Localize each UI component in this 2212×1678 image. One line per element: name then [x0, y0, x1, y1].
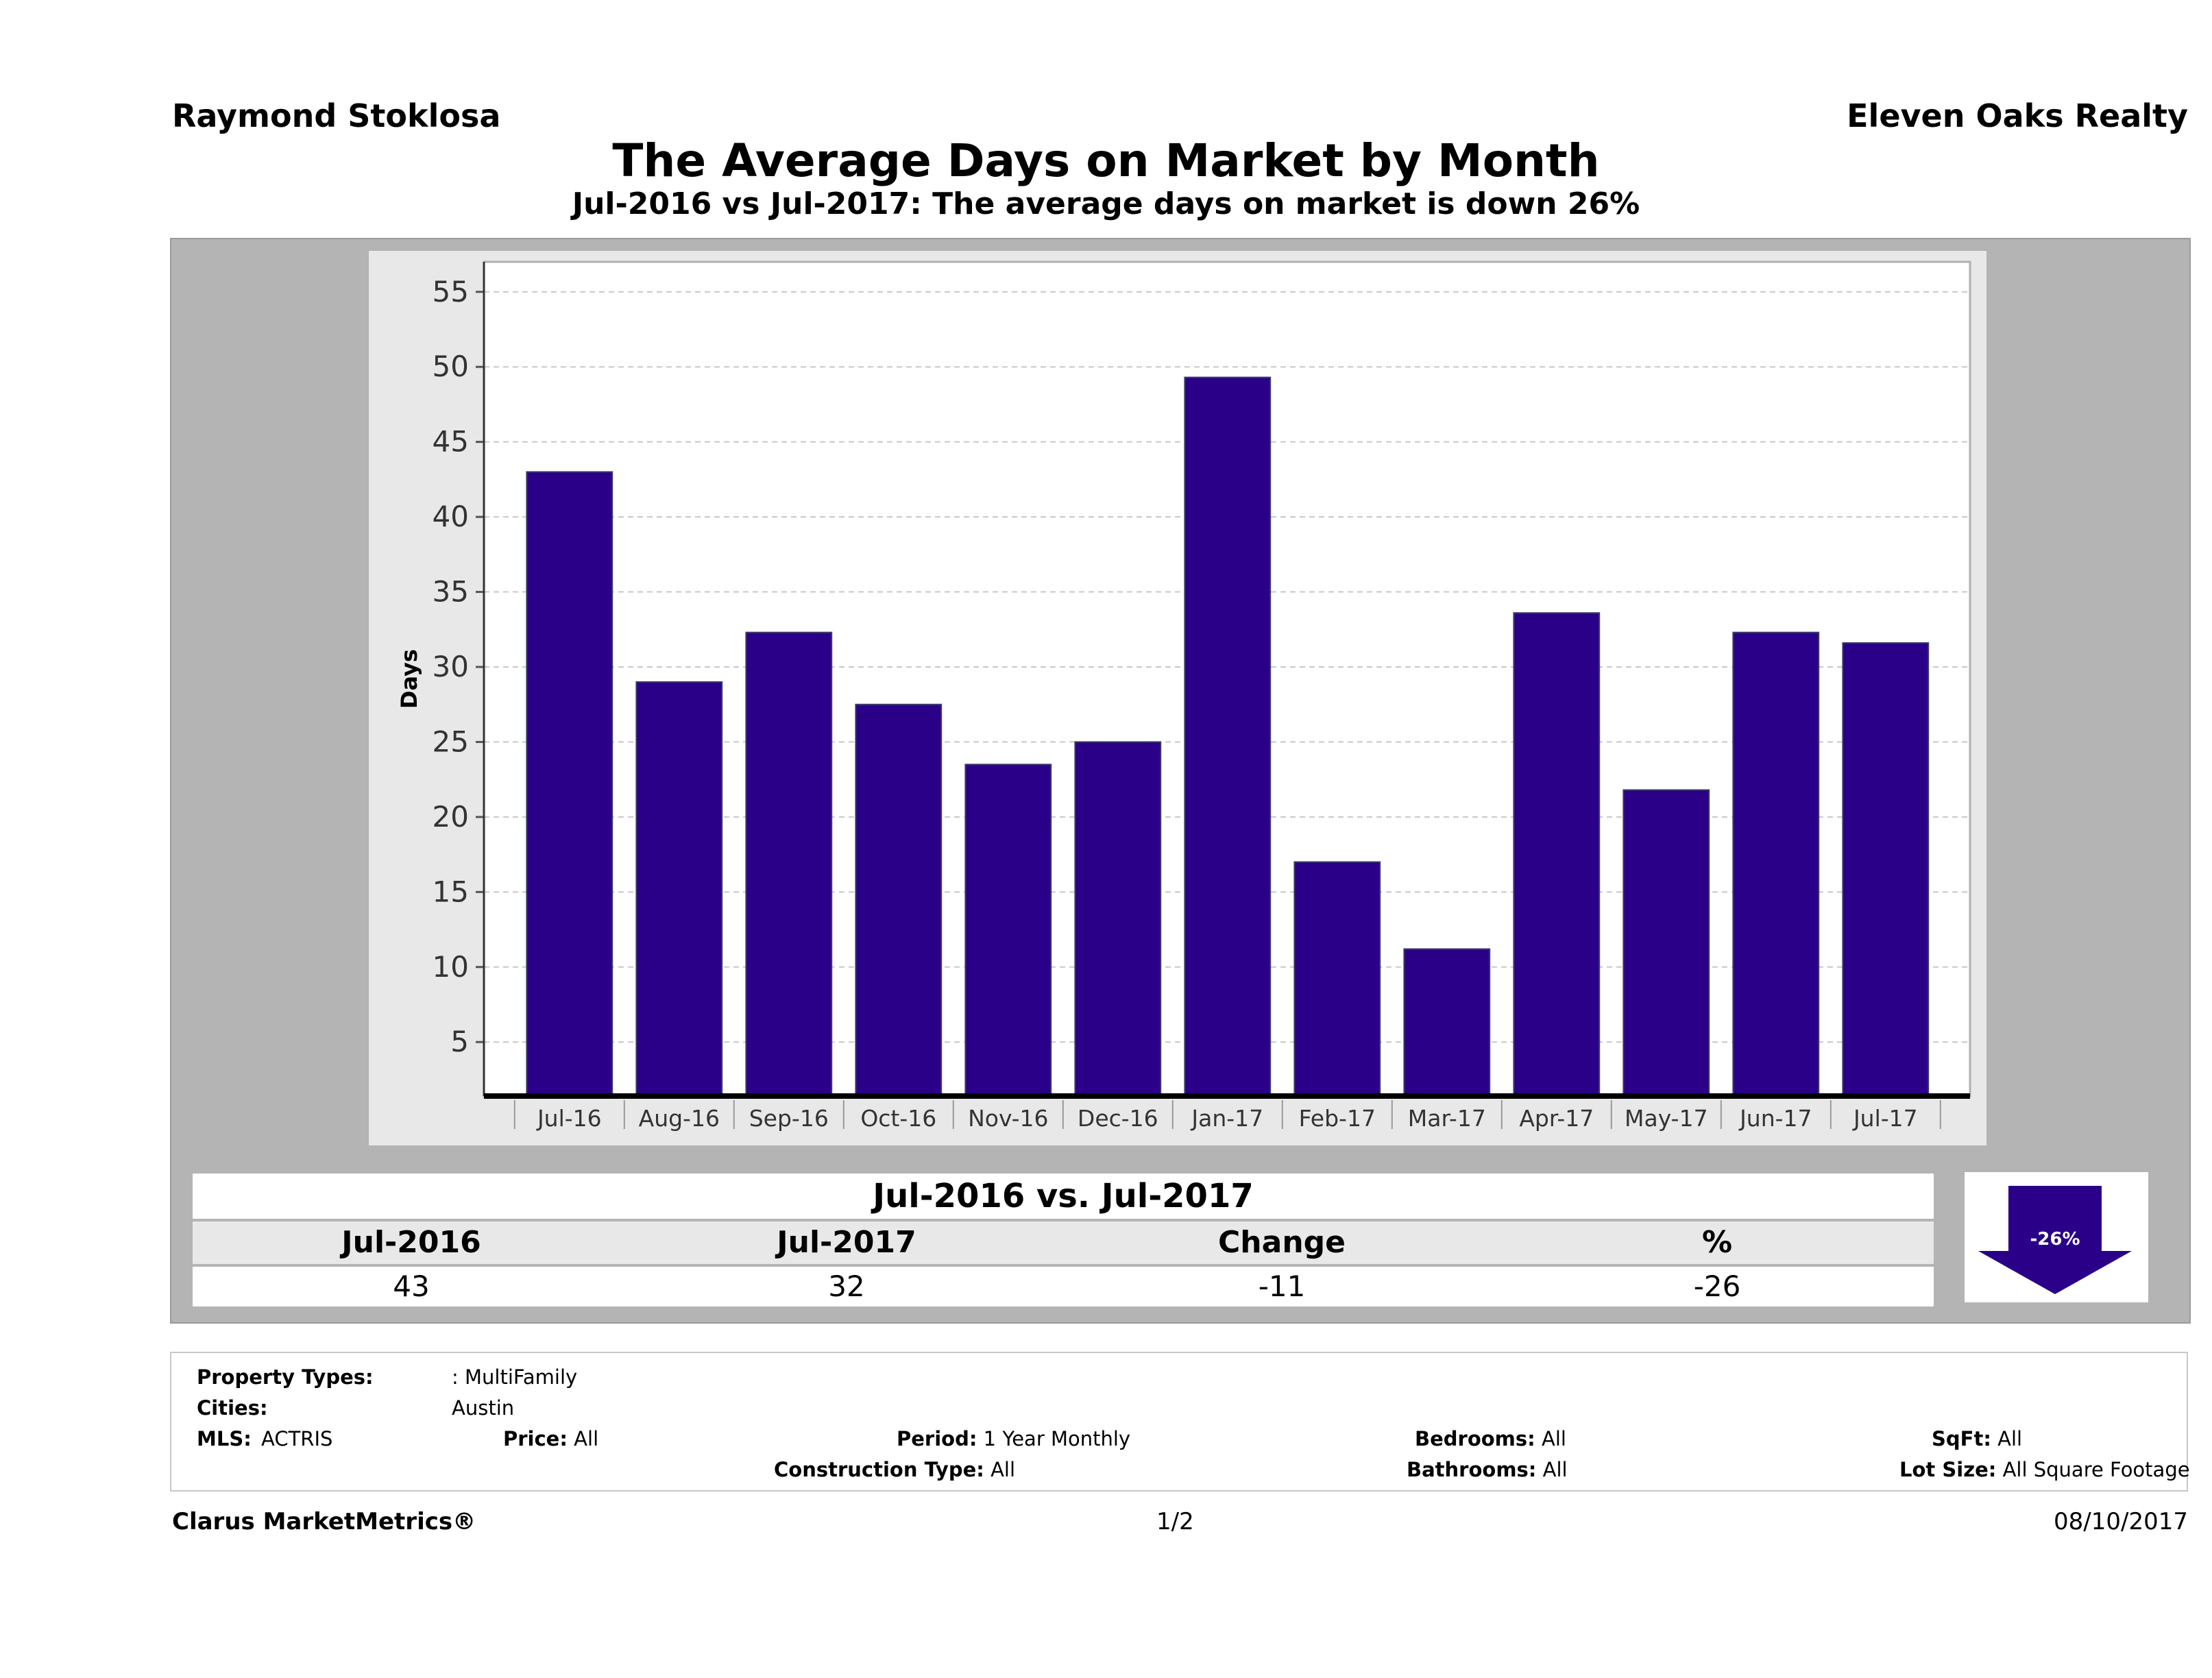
y-tick-label-35: 35 — [433, 575, 469, 609]
filter-sqft-label: SqFt: — [1932, 1427, 1991, 1450]
report-title: The Average Days on Market by Month — [612, 134, 1600, 187]
brokerage-name: Eleven Oaks Realty — [1847, 97, 2188, 134]
agent-name: Raymond Stoklosa — [172, 97, 501, 134]
filter-property-types-label: Property Types: — [197, 1365, 374, 1389]
comparison-header-end: Jul-2017 — [777, 1225, 916, 1260]
comparison-header-row — [193, 1221, 1934, 1264]
comparison-value-end: 32 — [828, 1269, 865, 1303]
bar-Oct-16 — [855, 703, 943, 1097]
change-badge-label: -26% — [2030, 1229, 2080, 1250]
x-tick-label-Feb-17: Feb-17 — [1299, 1105, 1376, 1132]
y-axis-label: Days — [396, 649, 422, 709]
filter-price-value: All — [574, 1427, 599, 1450]
bar-chart: 5 10 15 20 25 30 35 40 45 50 55 Days Jul-16 Aug-16 Sep… — [396, 260, 1971, 1132]
y-tick-label-30: 30 — [433, 650, 469, 683]
bar-Mar-17 — [1403, 948, 1491, 1097]
report-date: 08/10/2017 — [2054, 1508, 2188, 1535]
y-tick-label-5: 5 — [450, 1025, 469, 1058]
filter-bedrooms-value: All — [1541, 1427, 1566, 1450]
x-tick-label-Jun-17: Jun-17 — [1738, 1105, 1812, 1132]
y-tick-label-50: 50 — [433, 350, 469, 383]
bar-Sep-16 — [745, 631, 833, 1097]
bar-May-17 — [1622, 789, 1710, 1097]
y-tick-label-40: 40 — [433, 500, 469, 533]
filter-sqft-value: All — [1997, 1427, 2023, 1450]
filter-bathrooms-value: All — [1542, 1458, 1568, 1481]
filter-property-types: Property Types: — [197, 1365, 374, 1389]
x-tick-label-May-17: May-17 — [1625, 1105, 1708, 1132]
filter-cities-value: Austin — [452, 1396, 515, 1420]
x-tick-label-Jan-17: Jan-17 — [1190, 1105, 1263, 1132]
x-tick-label-Sep-16: Sep-16 — [749, 1105, 829, 1132]
x-tick-label-Mar-17: Mar-17 — [1408, 1105, 1486, 1132]
y-tick-label-15: 15 — [433, 875, 469, 908]
filter-panel — [170, 1352, 2188, 1492]
filter-construction-value: All — [990, 1458, 1016, 1481]
filter-construction-label: Construction Type: — [774, 1458, 984, 1481]
comparison-value-percent: -26 — [1693, 1269, 1741, 1303]
filter-lotsize-value: All Square Footage — [2002, 1458, 2190, 1481]
report-subtitle: Jul-2016 vs Jul-2017: The average days o… — [572, 186, 1640, 221]
x-tick-label-Jul-17: Jul-17 — [1852, 1105, 1918, 1132]
comparison-title-bar — [193, 1174, 1934, 1219]
bar-Aug-16 — [635, 681, 723, 1097]
filter-property-types-value: : MultiFamily — [452, 1365, 578, 1389]
bar-Jan-17 — [1184, 376, 1272, 1097]
bar-Feb-17 — [1293, 861, 1381, 1097]
filter-period-value: 1 Year Monthly — [983, 1427, 1131, 1450]
bar-Dec-16 — [1074, 741, 1162, 1097]
x-tick-label-Jul-16: Jul-16 — [536, 1105, 602, 1132]
filter-price-label: Price: — [503, 1427, 568, 1450]
down-arrow-shape — [1978, 1186, 2132, 1294]
down-arrow-icon: -26% — [1978, 1186, 2132, 1294]
x-tick-label-Aug-16: Aug-16 — [639, 1105, 720, 1132]
bar-Nov-16 — [964, 764, 1052, 1097]
comparison-value-start: 43 — [393, 1269, 430, 1303]
filter-cities: Cities: — [197, 1396, 268, 1420]
filter-bathrooms-label: Bathrooms: — [1407, 1458, 1537, 1481]
y-tick-label-55: 55 — [433, 275, 469, 308]
comparison-value-row — [193, 1267, 1934, 1306]
comparison-header-change: Change — [1218, 1225, 1346, 1260]
x-tick-label-Dec-16: Dec-16 — [1078, 1105, 1158, 1132]
x-tick-label-Oct-16: Oct-16 — [860, 1105, 936, 1132]
bar-Apr-17 — [1513, 612, 1601, 1097]
x-tick-label-Apr-17: Apr-17 — [1519, 1105, 1594, 1132]
filter-lotsize-label: Lot Size: — [1899, 1458, 1997, 1481]
comparison-header-percent: % — [1701, 1225, 1733, 1260]
y-tick-label-25: 25 — [433, 725, 469, 758]
filter-bedrooms-label: Bedrooms: — [1415, 1427, 1535, 1450]
bar-Jun-17 — [1732, 631, 1820, 1097]
comparison-value-change: -11 — [1258, 1269, 1306, 1303]
bar-Jul-16 — [526, 471, 613, 1097]
filter-mls-label: MLS: — [197, 1427, 252, 1450]
comparison-header-start: Jul-2016 — [341, 1225, 481, 1260]
y-tick-label-20: 20 — [433, 800, 469, 834]
filter-mls-value: ACTRIS — [261, 1427, 333, 1450]
filter-period-label: Period: — [897, 1427, 977, 1450]
bar-Jul-17 — [1842, 642, 1930, 1097]
footer-brand: Clarus MarketMetrics® — [172, 1508, 476, 1535]
comparison-title: Jul-2016 vs. Jul-2017 — [873, 1177, 1254, 1215]
filter-cities-label: Cities: — [197, 1396, 268, 1420]
y-tick-label-45: 45 — [433, 425, 469, 459]
page-number: 1/2 — [1156, 1508, 1194, 1535]
y-tick-label-10: 10 — [433, 950, 469, 984]
x-tick-label-Nov-16: Nov-16 — [968, 1105, 1048, 1132]
